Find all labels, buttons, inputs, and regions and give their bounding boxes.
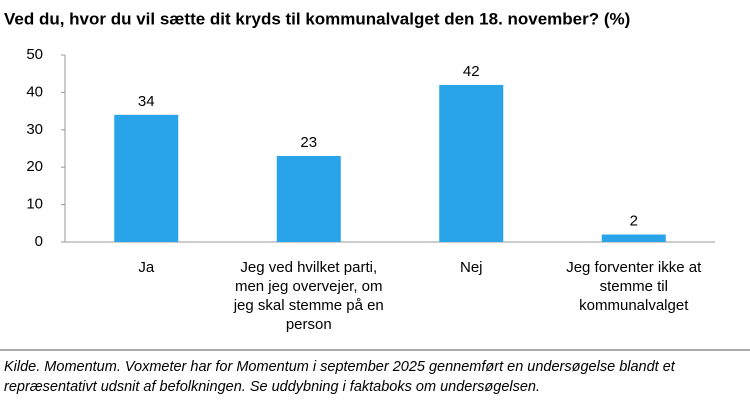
bar bbox=[439, 84, 504, 242]
x-tick-label: Ja bbox=[138, 259, 155, 276]
value-label: 42 bbox=[463, 63, 480, 80]
chart-title: Ved du, hvor du vil sætte dit kryds til … bbox=[4, 9, 630, 28]
y-tick-label: 50 bbox=[26, 46, 43, 63]
x-tick-label: Jeg ved hvilket parti, men jeg overvejer… bbox=[233, 259, 384, 333]
source-note: Kilde. Momentum. Voxmeter har for Moment… bbox=[4, 359, 675, 395]
value-label: 23 bbox=[300, 134, 317, 151]
x-tick-label: Nej bbox=[459, 259, 483, 276]
value-label: 34 bbox=[138, 93, 155, 110]
y-tick-label: 40 bbox=[26, 83, 43, 100]
bar bbox=[114, 114, 179, 242]
y-tick-label: 30 bbox=[26, 121, 43, 138]
bar bbox=[601, 234, 666, 242]
bar bbox=[276, 155, 341, 242]
x-tick-label: Jeg forventer ikke at stemme til kommuna… bbox=[566, 259, 702, 314]
y-tick-label: 10 bbox=[26, 196, 43, 213]
y-tick-label: 0 bbox=[35, 233, 43, 250]
value-label: 2 bbox=[630, 212, 638, 229]
y-tick-label: 20 bbox=[26, 158, 43, 175]
